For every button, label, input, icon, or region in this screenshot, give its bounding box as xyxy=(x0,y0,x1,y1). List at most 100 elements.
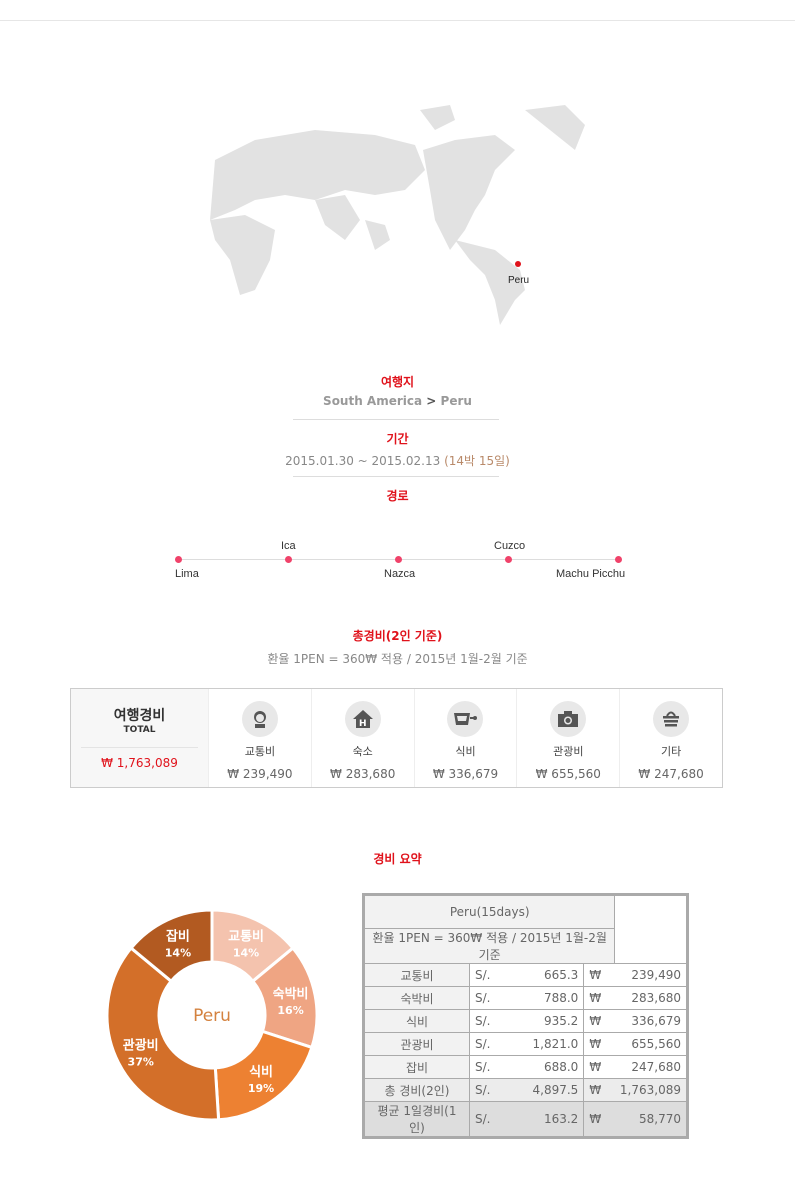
table-row: 식비 S/. 935.2 ₩336,679 xyxy=(363,1009,688,1033)
table-row: 평균 1일경비(1인) S/. 163.2 ₩58,770 xyxy=(363,1101,688,1138)
period-heading: 기간 xyxy=(386,432,409,446)
category-label: 교통비 xyxy=(244,745,276,758)
slice-label: 잡비 xyxy=(166,930,190,945)
svg-text:H: H xyxy=(359,719,367,729)
expense-summary-box: 여행경비 TOTAL ₩ 1,763,089 교통비 ₩ 239,490 H 숙… xyxy=(70,688,723,788)
category-label: 식비 xyxy=(455,745,476,758)
cell-label: 숙박비 xyxy=(363,986,470,1010)
category-label: 숙소 xyxy=(352,745,373,758)
slice-percent: 14% xyxy=(165,947,191,960)
route-city: Cuzco xyxy=(494,540,526,552)
cell-pen-cur: S/. xyxy=(468,1101,506,1138)
divider xyxy=(293,419,499,420)
peru-map-label: Peru xyxy=(508,275,529,286)
category-transport: 교통비 ₩ 239,490 xyxy=(208,689,311,787)
route-heading: 경로 xyxy=(386,489,409,503)
top-divider xyxy=(0,20,795,21)
cell-label: 평균 1일경비(1인) xyxy=(363,1101,470,1138)
chevron-right-icon: > xyxy=(426,394,437,408)
total-amount: ₩ 1,763,089 xyxy=(101,756,178,770)
cell-pen-cur: S/. xyxy=(468,1032,506,1056)
slice-percent: 19% xyxy=(248,1082,274,1095)
cell-krw: 239,490 xyxy=(614,963,688,987)
total-title: 여행경비 xyxy=(113,708,166,724)
cell-pen-cur: S/. xyxy=(468,1055,506,1079)
route-dot xyxy=(395,556,402,563)
slice-label: 식비 xyxy=(249,1064,273,1080)
cup-icon xyxy=(447,701,484,737)
cell-pen: 4,897.5 xyxy=(505,1078,585,1102)
cell-pen: 163.2 xyxy=(505,1101,585,1138)
cell-pen: 935.2 xyxy=(505,1009,585,1033)
category-amount: ₩ 239,490 xyxy=(227,767,293,781)
cell-label: 교통비 xyxy=(363,963,470,987)
period-duration: (14박 15일) xyxy=(444,454,510,468)
category-label: 관광비 xyxy=(553,745,584,758)
route-city: Nazca xyxy=(384,568,416,580)
cell-pen: 688.0 xyxy=(505,1055,585,1079)
expense-donut-chart: 교통비 14% 숙박비 16% 식비 19% 관광비 37% 잡비 14% Peru xyxy=(105,908,319,1122)
divider xyxy=(293,476,499,477)
table-row: 잡비 S/. 688.0 ₩247,680 xyxy=(363,1055,688,1079)
basket-icon xyxy=(653,701,690,737)
summary-table: Peru(15days) 환율 1PEN = 360₩ 적용 / 2015년 1… xyxy=(362,893,689,1139)
cell-krw: 247,680 xyxy=(614,1055,688,1079)
cell-label: 잡비 xyxy=(363,1055,470,1079)
cell-pen: 665.3 xyxy=(505,963,585,987)
donut-slice xyxy=(105,945,221,1122)
route-dot xyxy=(285,556,292,563)
cell-pen: 1,821.0 xyxy=(505,1032,585,1056)
route-dot xyxy=(615,556,622,563)
slice-label: 숙박비 xyxy=(273,986,309,1002)
cell-krw: 1,763,089 xyxy=(614,1078,688,1102)
category-lodging: H 숙소 ₩ 283,680 xyxy=(310,689,414,787)
total-cell: 여행경비 TOTAL ₩ 1,763,089 xyxy=(71,689,208,787)
donut-center-label: Peru xyxy=(193,1006,231,1026)
category-amount: ₩ 655,560 xyxy=(535,767,601,781)
route-dot xyxy=(505,556,512,563)
expenses-heading: 총경비(2인 기준) xyxy=(352,629,443,643)
category-other: 기타 ₩ 247,680 xyxy=(619,689,722,787)
cell-krw: 655,560 xyxy=(614,1032,688,1056)
period-value: 2015.01.30 ~ 2015.02.13 (14박 15일) xyxy=(0,452,795,469)
total-subtitle: TOTAL xyxy=(123,725,156,735)
table-row: 숙박비 S/. 788.0 ₩283,680 xyxy=(363,986,688,1010)
destination-value: South America > Peru xyxy=(0,394,795,408)
period-dates: 2015.01.30 ~ 2015.02.13 xyxy=(285,454,441,468)
table-row: 교통비 S/. 665.3 ₩239,490 xyxy=(363,963,688,987)
peru-marker xyxy=(515,261,521,267)
route-city: Ica xyxy=(281,540,296,552)
cell-krw: 336,679 xyxy=(614,1009,688,1033)
region-text: South America xyxy=(323,394,423,408)
route-city: Machu Picchu xyxy=(556,568,626,580)
category-amount: ₩ 283,680 xyxy=(330,767,396,781)
category-food: 식비 ₩ 336,679 xyxy=(413,689,517,787)
slice-percent: 14% xyxy=(233,947,259,960)
cell-krw-cur: ₩ xyxy=(583,1009,615,1033)
country-text: Peru xyxy=(440,394,472,408)
table-rate-note: 환율 1PEN = 360₩ 적용 / 2015년 1월-2월 기준 xyxy=(362,928,616,964)
slice-label: 관광비 xyxy=(123,1037,159,1053)
route-city: Lima xyxy=(175,568,199,580)
table-title: Peru(15days) xyxy=(362,894,616,929)
slice-percent: 37% xyxy=(128,1055,154,1068)
cell-krw-cur: ₩ xyxy=(583,1101,615,1138)
cell-krw-cur: ₩ xyxy=(583,1032,615,1056)
category-amount: ₩ 247,680 xyxy=(638,767,704,781)
person-icon xyxy=(241,701,278,737)
destination-heading: 여행지 xyxy=(380,375,415,389)
category-label: 기타 xyxy=(660,745,682,758)
cell-krw-cur: ₩ xyxy=(583,1078,615,1102)
table-row: 총 경비(2인) S/. 4,897.5 ₩1,763,089 xyxy=(363,1078,688,1102)
cell-krw-cur: ₩ xyxy=(583,1055,615,1079)
cell-krw: 283,680 xyxy=(614,986,688,1010)
category-amount: ₩ 336,679 xyxy=(432,767,499,781)
cell-pen-cur: S/. xyxy=(468,963,506,987)
cell-label: 관광비 xyxy=(363,1032,470,1056)
cell-krw-cur: ₩ xyxy=(583,963,615,987)
slice-label: 교통비 xyxy=(228,930,264,945)
rate-note: 환율 1PEN = 360₩ 적용 / 2015년 1월-2월 기준 xyxy=(267,652,528,666)
slice-percent: 16% xyxy=(277,1004,303,1017)
category-sightseeing: 관광비 ₩ 655,560 xyxy=(516,689,619,787)
cell-pen-cur: S/. xyxy=(468,986,506,1010)
